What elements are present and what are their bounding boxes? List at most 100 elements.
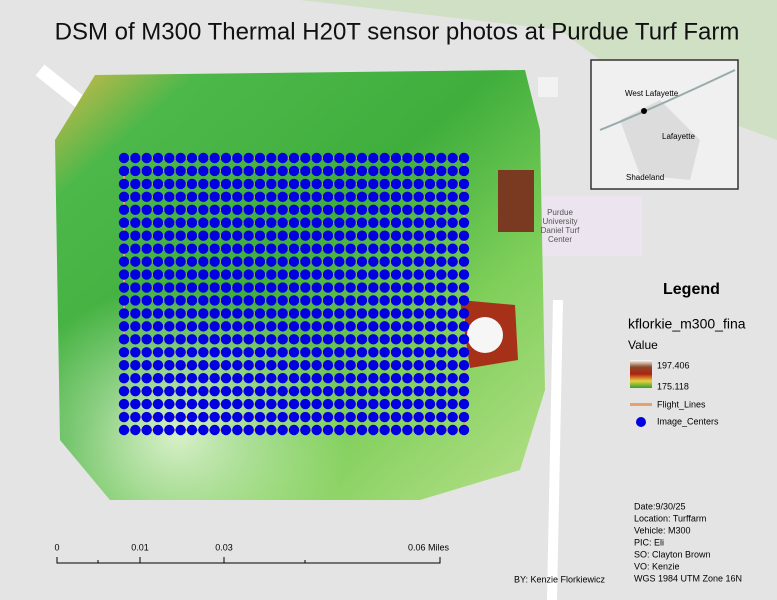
image-center xyxy=(379,243,390,254)
image-center xyxy=(368,217,379,228)
image-center xyxy=(186,372,198,384)
image-center xyxy=(322,385,334,397)
image-center xyxy=(413,295,424,306)
image-center xyxy=(164,424,175,436)
image-center xyxy=(368,424,379,436)
image-center xyxy=(311,152,322,164)
image-center xyxy=(447,243,458,254)
image-center xyxy=(220,385,232,397)
image-center xyxy=(175,308,186,319)
image-center xyxy=(254,178,266,190)
image-center xyxy=(288,152,300,164)
image-center xyxy=(368,165,379,177)
image-center xyxy=(175,152,186,164)
image-center xyxy=(232,256,243,267)
image-center xyxy=(175,321,186,332)
image-center xyxy=(130,204,141,216)
image-center xyxy=(356,424,368,436)
image-center xyxy=(118,230,130,241)
author: BY: Kenzie Florkiewicz xyxy=(514,574,606,584)
image-center xyxy=(152,243,164,254)
image-center xyxy=(334,217,345,228)
image-center xyxy=(243,385,254,397)
image-center xyxy=(413,360,424,371)
legend-high: 197.406 xyxy=(657,360,690,370)
image-center xyxy=(118,411,130,423)
image-center xyxy=(152,204,164,216)
image-center xyxy=(209,269,220,280)
image-center xyxy=(164,385,175,397)
image-center xyxy=(277,217,288,228)
image-center xyxy=(300,256,311,267)
map-label: Daniel Turf xyxy=(541,226,580,235)
image-center xyxy=(175,372,186,384)
image-center xyxy=(175,411,186,423)
image-center xyxy=(277,411,288,423)
image-center xyxy=(118,217,130,228)
image-center xyxy=(254,295,266,306)
image-center xyxy=(152,191,164,203)
image-center xyxy=(243,424,254,436)
basemap-green xyxy=(0,0,777,140)
image-center xyxy=(186,217,198,228)
image-center xyxy=(209,295,220,306)
image-center xyxy=(413,398,424,410)
image-center xyxy=(254,385,266,397)
color-ramp xyxy=(630,360,652,388)
image-center xyxy=(266,398,277,410)
image-center xyxy=(198,243,209,254)
image-center xyxy=(345,243,356,254)
image-center xyxy=(300,191,311,203)
image-center xyxy=(198,347,209,358)
image-center xyxy=(334,204,345,216)
image-center xyxy=(458,217,470,228)
image-center xyxy=(334,398,345,410)
image-center xyxy=(311,165,322,177)
image-center xyxy=(300,347,311,358)
image-center xyxy=(243,411,254,423)
image-center xyxy=(277,360,288,371)
image-center xyxy=(436,398,447,410)
image-center xyxy=(424,334,436,345)
image-center xyxy=(118,308,130,319)
image-center xyxy=(300,385,311,397)
image-center xyxy=(198,360,209,371)
image-center xyxy=(220,269,232,280)
scale-label: 0.03 xyxy=(215,542,233,552)
image-center xyxy=(402,321,413,332)
image-center xyxy=(266,308,277,319)
image-center xyxy=(356,204,368,216)
image-center xyxy=(220,282,232,293)
image-center xyxy=(164,191,175,203)
image-center xyxy=(164,398,175,410)
image-center xyxy=(345,360,356,371)
image-center xyxy=(311,191,322,203)
image-center xyxy=(368,411,379,423)
image-center xyxy=(402,269,413,280)
image-center xyxy=(266,424,277,436)
image-center xyxy=(141,256,152,267)
image-center xyxy=(232,334,243,345)
image-center xyxy=(118,398,130,410)
image-center xyxy=(300,360,311,371)
image-center xyxy=(164,308,175,319)
image-center xyxy=(266,152,277,164)
image-center xyxy=(379,411,390,423)
image-center xyxy=(232,308,243,319)
image-center xyxy=(334,347,345,358)
image-center xyxy=(198,308,209,319)
image-center xyxy=(345,321,356,332)
image-center xyxy=(402,385,413,397)
image-center xyxy=(458,256,470,267)
image-center xyxy=(300,424,311,436)
image-center xyxy=(356,360,368,371)
image-center xyxy=(164,204,175,216)
image-center xyxy=(458,152,470,164)
image-center xyxy=(413,321,424,332)
image-center xyxy=(311,269,322,280)
image-center xyxy=(118,152,130,164)
image-center xyxy=(447,385,458,397)
image-center xyxy=(356,295,368,306)
image-center xyxy=(334,385,345,397)
image-center xyxy=(436,411,447,423)
